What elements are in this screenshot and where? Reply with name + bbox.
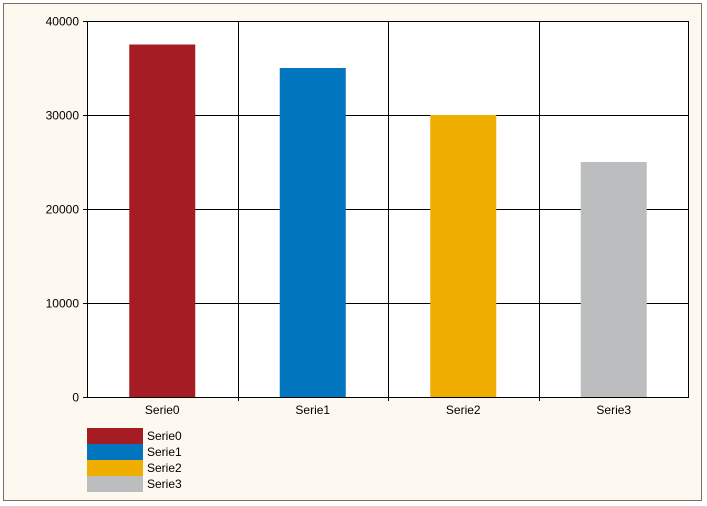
legend-swatch bbox=[87, 444, 143, 460]
legend-label: Serie3 bbox=[147, 477, 182, 491]
legend-swatch bbox=[87, 476, 143, 492]
x-tick-label: Serie2 bbox=[446, 403, 481, 417]
bar-chart: 0 10000 20000 30000 40000 Serie0 Serie1 Serie2 S… bbox=[46, 15, 689, 417]
x-tick-label: Serie0 bbox=[145, 403, 180, 417]
legend-swatch bbox=[87, 460, 143, 476]
y-tick-label: 10000 bbox=[46, 297, 80, 311]
legend-label: Serie0 bbox=[147, 429, 182, 443]
y-tick-label: 20000 bbox=[46, 203, 80, 217]
bar-serie2 bbox=[430, 115, 497, 397]
y-tick-label: 30000 bbox=[46, 109, 80, 123]
legend-label: Serie2 bbox=[147, 461, 182, 475]
y-tick-label: 40000 bbox=[46, 15, 80, 29]
x-tick-label: Serie1 bbox=[295, 403, 330, 417]
bar-serie1 bbox=[279, 68, 346, 397]
chart-frame: 0 10000 20000 30000 40000 Serie0 Serie1 Serie2 S… bbox=[3, 3, 702, 501]
x-tick-label: Serie3 bbox=[596, 403, 631, 417]
legend-label: Serie1 bbox=[147, 445, 182, 459]
legend-swatch bbox=[87, 428, 143, 444]
plot-area: 0 10000 20000 30000 40000 Serie0 Serie1 Serie2 S… bbox=[46, 15, 689, 417]
y-tick-label: 0 bbox=[72, 391, 79, 405]
bar-serie0 bbox=[129, 44, 196, 397]
bar-serie3 bbox=[580, 162, 647, 397]
